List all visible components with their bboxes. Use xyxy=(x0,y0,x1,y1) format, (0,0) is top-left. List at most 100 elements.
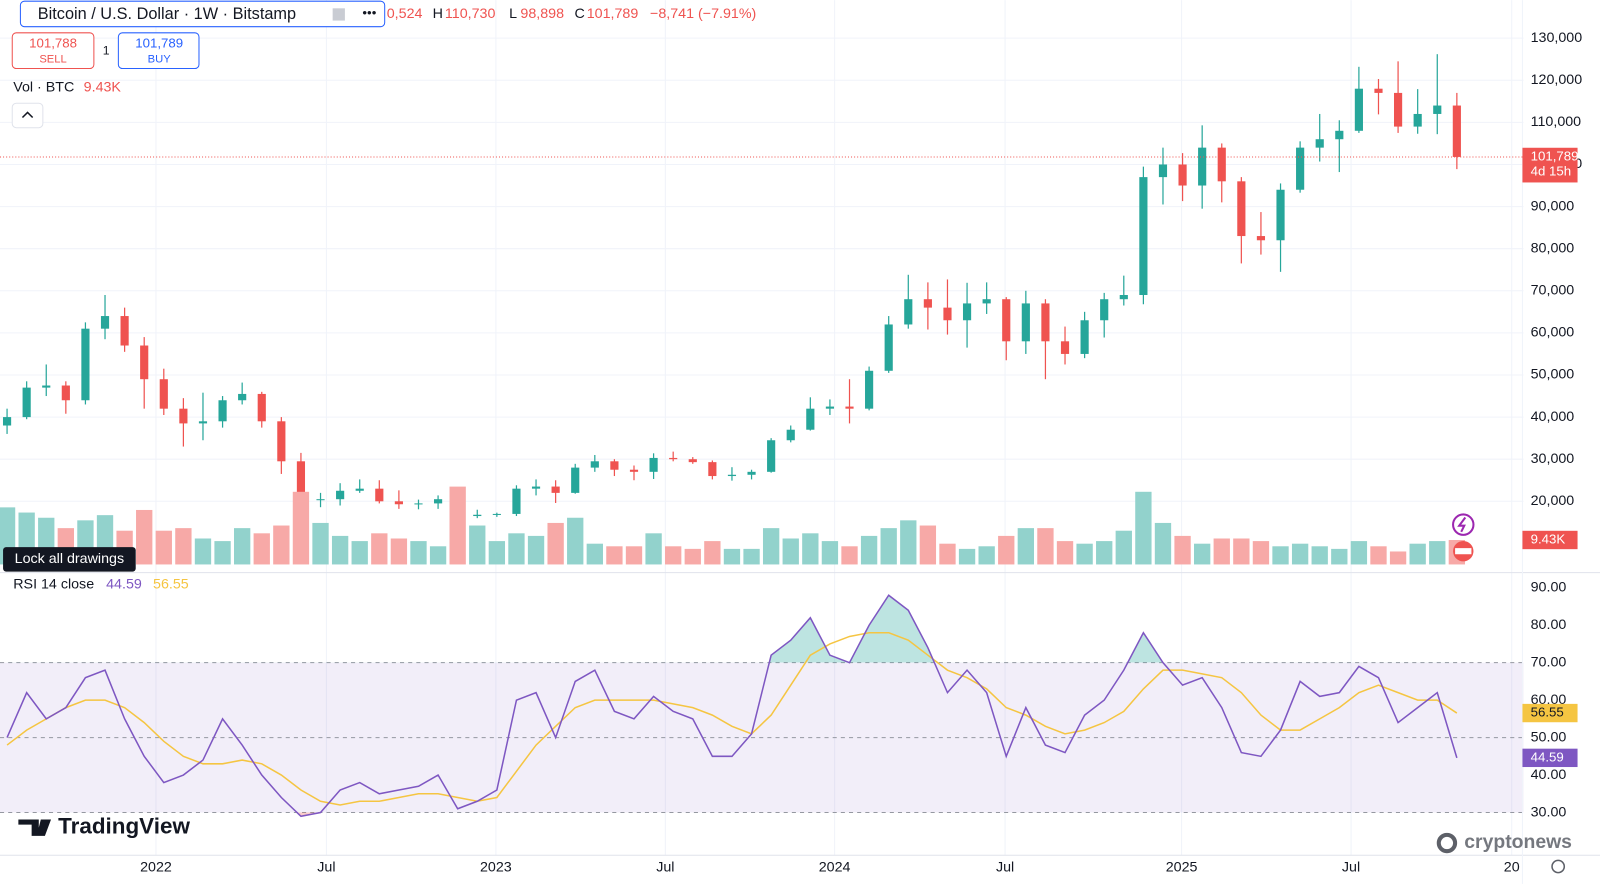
volume-bar xyxy=(1370,546,1387,565)
y-tick-label: 30,000 xyxy=(1531,451,1575,467)
candle-body xyxy=(825,406,834,409)
x-tick-label: Jul xyxy=(996,859,1014,875)
candle-body xyxy=(1178,164,1187,186)
candle-body xyxy=(179,408,188,424)
candle-body xyxy=(531,486,541,489)
volume-bar xyxy=(312,522,329,565)
candle-body xyxy=(1119,294,1128,300)
candle-body xyxy=(61,385,70,401)
collapse-icon xyxy=(21,111,34,119)
collapse-button[interactable] xyxy=(11,102,44,129)
volume-bar xyxy=(1272,546,1289,565)
symbol-box[interactable] xyxy=(19,0,386,28)
candle-body xyxy=(238,393,247,401)
candle-body xyxy=(1100,299,1109,321)
rsi-tick-label: 90.00 xyxy=(1531,580,1567,596)
logo: TradingView xyxy=(58,814,190,839)
volume-bar xyxy=(802,533,819,565)
candle-body xyxy=(375,488,384,502)
candle-body xyxy=(865,370,874,409)
volume-bar xyxy=(508,533,525,565)
volume-bar xyxy=(1213,538,1230,565)
candle-body xyxy=(806,408,815,430)
volume-bar xyxy=(665,546,682,565)
buy-label: BUY xyxy=(148,53,172,65)
candle-body xyxy=(1021,303,1030,342)
sell-button[interactable] xyxy=(11,32,95,70)
candle-body xyxy=(1335,130,1344,140)
volume-bar xyxy=(1311,546,1328,565)
volume-legend-value: 9.43K xyxy=(84,80,122,96)
more-button[interactable]: ••• xyxy=(362,5,376,20)
volume-bar xyxy=(1291,543,1309,565)
candle-body xyxy=(296,461,306,500)
candle-body xyxy=(1198,147,1207,186)
ohlc-low: 98,898 xyxy=(520,6,564,22)
x-tick-label: Jul xyxy=(317,859,335,875)
rsi-legend: RSI 14 close xyxy=(13,577,94,593)
settings-icon[interactable] xyxy=(1551,859,1566,874)
candle-body xyxy=(943,307,952,321)
quantity: 1 xyxy=(103,43,110,57)
y-tick-label: 110,000 xyxy=(1531,114,1582,130)
ohlc-close: 101,789 xyxy=(587,6,639,22)
x-tick-label: 2022 xyxy=(140,859,172,875)
candle-body xyxy=(629,469,639,472)
volume-tag xyxy=(1522,530,1578,550)
volume-bar xyxy=(1194,543,1211,565)
ohlc-high-label: H xyxy=(433,6,443,22)
volume-bar xyxy=(743,548,760,565)
volume-bar xyxy=(919,525,937,565)
candle-body xyxy=(81,328,90,401)
rsi-tag-label: 56.55 xyxy=(1531,705,1564,720)
rsi-tick-label: 50.00 xyxy=(1531,729,1567,745)
volume-tag-label: 9.43K xyxy=(1531,531,1566,546)
volume-bar xyxy=(449,486,466,565)
y-tick-label: 20,000 xyxy=(1531,493,1575,509)
rsi-legend-value: 44.59 xyxy=(106,577,142,593)
volume-bar xyxy=(900,520,917,565)
volume-bar xyxy=(1056,541,1074,565)
volume-bar xyxy=(136,509,153,565)
candle-body xyxy=(257,393,266,422)
volume-bar xyxy=(1350,541,1368,565)
candle-body xyxy=(434,499,443,504)
logo-mark xyxy=(18,819,52,836)
rsi-tick-label: 80.00 xyxy=(1531,617,1567,633)
x-tick-label: 2023 xyxy=(480,859,512,875)
volume-bar xyxy=(821,541,839,565)
candle-body xyxy=(1256,236,1266,241)
volume-bar xyxy=(351,541,368,565)
volume-bar xyxy=(1017,528,1034,565)
buy-button[interactable] xyxy=(117,32,200,70)
volume-bar xyxy=(1135,491,1152,565)
y-tick-label: 90,000 xyxy=(1531,198,1575,214)
y-tick-label: 120,000 xyxy=(1531,72,1583,88)
volume-bar xyxy=(586,543,603,565)
volume-bar xyxy=(567,517,584,565)
candle-body xyxy=(610,461,619,470)
y-tick-label: 60,000 xyxy=(1531,325,1575,341)
volume-bar xyxy=(1429,541,1446,565)
candle-body xyxy=(1394,92,1403,127)
x-tick-label: Jul xyxy=(656,859,674,875)
volume-bar xyxy=(841,546,858,565)
candle-body xyxy=(904,299,913,325)
candle-body xyxy=(1002,299,1011,342)
candle-body xyxy=(688,459,697,463)
candle-body xyxy=(1237,181,1246,237)
tooltip: Lock all drawings xyxy=(15,551,124,567)
candle-body xyxy=(277,421,286,462)
candle-body xyxy=(1374,88,1383,93)
volume-bar xyxy=(547,522,564,565)
candle-body xyxy=(1413,113,1422,127)
rsi-tag xyxy=(1522,703,1578,723)
candle-body xyxy=(1080,320,1089,354)
volume-bar xyxy=(1331,548,1348,565)
ohlc-open: 0,524 xyxy=(387,6,423,22)
volume-bar xyxy=(1233,538,1250,565)
y-tick-label: 40,000 xyxy=(1531,409,1575,425)
candle-body xyxy=(336,490,345,500)
volume-bar xyxy=(1389,551,1407,565)
